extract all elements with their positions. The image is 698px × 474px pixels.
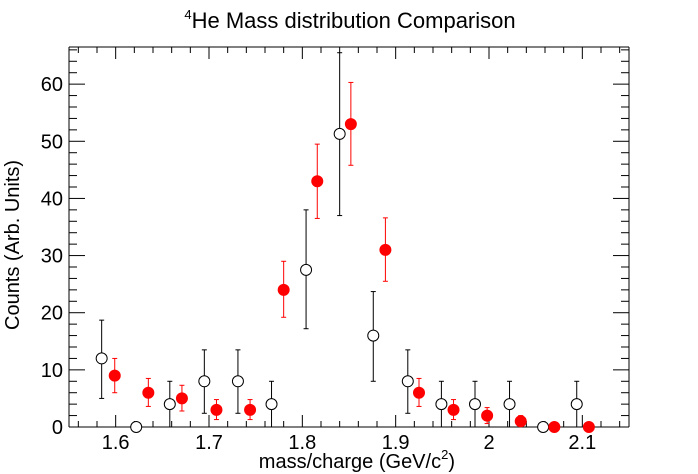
data-point-open [300, 263, 313, 276]
y-tick-label: 20 [41, 303, 63, 325]
chart-title: 4He Mass distribution Comparison [184, 7, 515, 33]
y-tick-label: 0 [52, 417, 63, 439]
axis-ticks [69, 47, 629, 428]
series-filled [108, 81, 595, 433]
data-point-filled [514, 415, 527, 428]
data-point-open [231, 375, 244, 388]
data-point-filled [142, 386, 155, 399]
data-point-filled [108, 369, 121, 382]
x-axis-label-superscript: 2 [441, 447, 448, 462]
chart-title-main: He Mass distribution Comparison [192, 8, 516, 33]
data-point-open [570, 398, 583, 411]
data-point-filled [481, 409, 494, 422]
data-point-open [130, 421, 143, 433]
x-axis-label: mass/charge (GeV/c2) [259, 447, 455, 473]
chart-title-superscript: 4 [184, 7, 191, 22]
x-axis-label-main: mass/charge (GeV/c [259, 451, 441, 473]
x-tick-label: 1.7 [195, 432, 223, 454]
data-point-filled [175, 392, 188, 405]
x-tick-label: 1.8 [288, 432, 316, 454]
data-point-open [95, 352, 108, 365]
y-tick-label: 50 [41, 131, 63, 153]
data-point-open [163, 398, 176, 411]
data-point-open [537, 421, 550, 433]
data-point-filled [344, 118, 357, 131]
y-tick-label: 10 [41, 360, 63, 382]
y-tick-label: 40 [41, 188, 63, 210]
data-point-open [503, 398, 516, 411]
data-point-open [469, 398, 481, 411]
y-tick-label: 30 [41, 246, 63, 268]
y-tick-label: 60 [41, 74, 63, 96]
x-tick-label: 2.1 [568, 432, 596, 454]
plot-frame [68, 46, 630, 428]
data-point-filled [379, 243, 392, 256]
y-axis-label: Counts (Arb. Units) [2, 160, 24, 330]
data-point-open [333, 127, 346, 140]
x-tick-label: 2 [483, 432, 494, 454]
x-tick-label: 1.9 [382, 432, 410, 454]
data-point-filled [413, 386, 425, 399]
tick-labels: 1.6 1.7 1.8 1.9 2 2.1 0 10 20 30 40 50 60 [41, 74, 596, 454]
data-point-filled [277, 283, 290, 296]
data-point-open [435, 398, 448, 411]
data-point-open [198, 375, 211, 388]
data-point-filled [582, 421, 595, 433]
data-point-open [265, 398, 278, 411]
data-point-open [367, 329, 380, 342]
data-point-filled [244, 403, 257, 416]
data-point-filled [210, 403, 223, 416]
data-point-filled [447, 403, 460, 416]
data-point-open [401, 375, 414, 388]
data-point-filled [311, 175, 324, 188]
data-layer [95, 52, 595, 433]
x-axis-label-suffix: ) [448, 451, 455, 473]
series-open [95, 52, 583, 433]
x-tick-label: 1.6 [102, 432, 130, 454]
data-point-filled [548, 421, 561, 433]
